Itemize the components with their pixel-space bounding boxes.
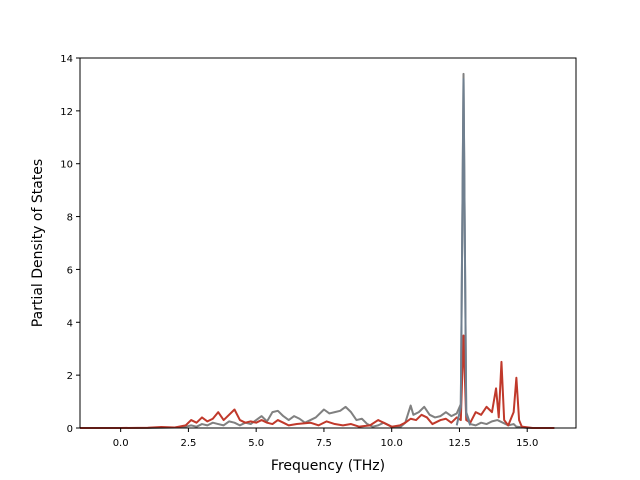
y-axis: 0 2 4 6 8 10 12 14 — [60, 54, 80, 435]
plot-frame — [79, 57, 577, 429]
x-tick-label: 0.0 — [113, 438, 129, 449]
y-tick-label: 0 — [67, 424, 73, 435]
y-axis-label: Partial Density of States — [30, 159, 46, 327]
y-tick-label: 2 — [67, 371, 73, 382]
x-tick-label: 12.5 — [448, 438, 470, 449]
y-tick-label: 10 — [60, 160, 73, 171]
y-tick-label: 14 — [60, 54, 73, 65]
series-layer — [80, 72, 555, 429]
y-tick-label: 12 — [60, 107, 73, 118]
y-tick-label: 8 — [67, 213, 73, 224]
x-tick-label: 15.0 — [516, 438, 538, 449]
x-tick-label: 7.5 — [316, 438, 332, 449]
x-axis-label: Frequency (THz) — [271, 458, 385, 474]
x-tick-label: 5.0 — [248, 438, 264, 449]
series-line-3 — [455, 78, 472, 426]
x-tick-label: 10.0 — [381, 438, 403, 449]
y-tick-label: 4 — [67, 318, 73, 329]
x-axis: 0.0 2.5 5.0 7.5 10.0 12.5 15.0 — [113, 428, 538, 449]
y-tick-label: 6 — [67, 265, 73, 276]
x-tick-label: 2.5 — [180, 438, 196, 449]
series-line-2 — [80, 334, 555, 429]
